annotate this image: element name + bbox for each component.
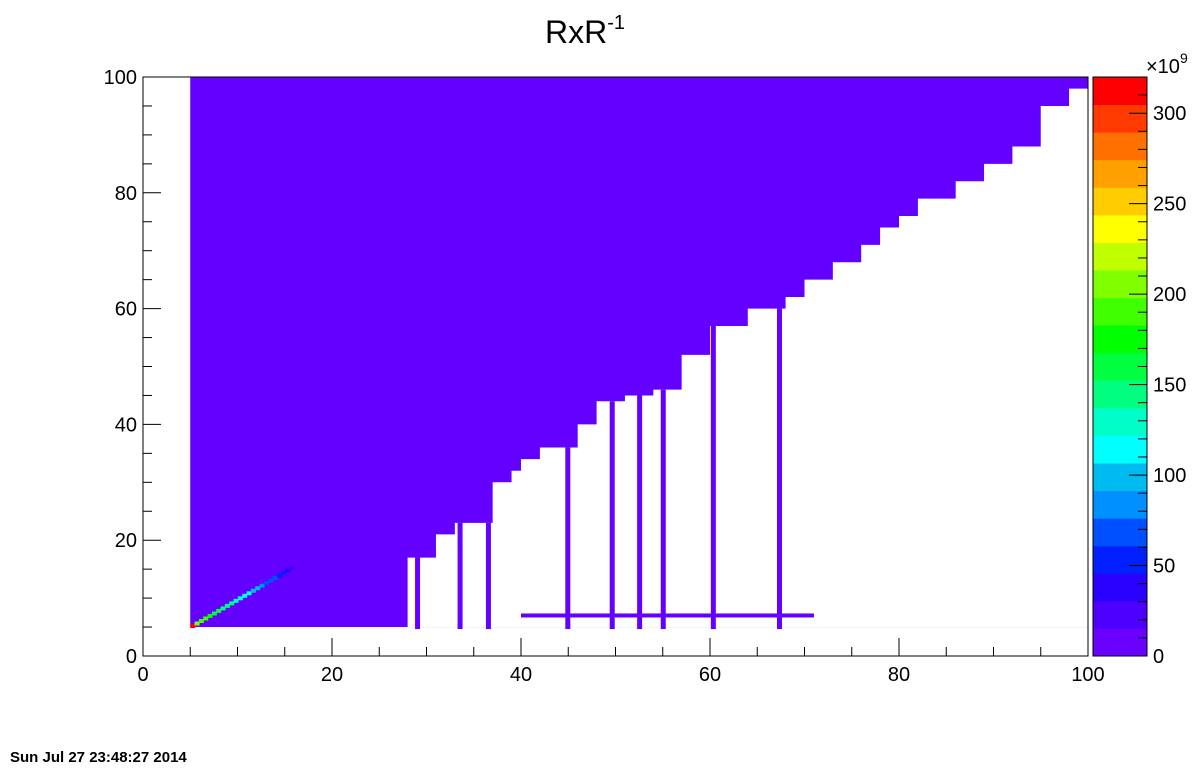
colorbar-swatch [1093,297,1147,326]
x-axis-tick-label: 80 [888,664,910,686]
heatmap-diagonal-cell [268,578,274,583]
heatmap-stripe [776,308,782,630]
heatmap-empty-region [407,88,1089,628]
heatmap-diagonal-cell [229,601,235,606]
heatmap-stripe [660,389,666,630]
colorbar-swatch [1093,325,1147,354]
heatmap-stripe [565,447,571,630]
heatmap-diagonal-cell [233,598,239,603]
colorbar-swatch [1093,573,1147,602]
colorbar-tick-label: 250 [1153,194,1186,216]
colorbar-swatch [1093,600,1147,629]
heatmap-diagonal-cell [216,608,222,613]
y-axis-tick-label: 80 [115,183,137,205]
heatmap-diagonal-cell [220,606,226,611]
colorbar-swatch [1093,187,1147,216]
x-axis-tick-label: 40 [510,664,532,686]
heatmap-diagonal-cell [224,603,230,608]
heatmap-diagonal-cell [242,593,248,598]
heatmap-diagonal-cell [190,624,196,629]
heatmap-diagonal-cell [207,613,213,618]
colorbar-swatch [1093,545,1147,574]
y-axis-tick-label: 100 [104,67,137,89]
heatmap-diagonal-cell [211,611,217,616]
heatmap-diagonal-cell [289,566,295,571]
heatmap-diagonal-cell [255,586,261,591]
x-axis-tick-label: 0 [137,664,148,686]
colorbar-tick-label: 300 [1153,103,1186,125]
heatmap-horizontal-band [521,613,814,618]
colorbar-tick-label: 100 [1153,465,1186,487]
heatmap-diagonal-cell [281,571,287,576]
heatmap-stripe [415,557,421,630]
colorbar-exponent: ×109 [1146,50,1188,78]
colorbar-tick-label: 200 [1153,284,1186,306]
colorbar-swatch [1093,407,1147,436]
colorbar-tick-label: 150 [1153,375,1186,397]
heatmap-diagonal-cell [272,576,278,581]
y-axis-tick-label: 0 [126,646,137,668]
heatmap-diagonal-cell [259,583,265,588]
colorbar-swatch [1093,435,1147,464]
colorbar-tick-label: 0 [1153,646,1164,668]
heatmap-diagonal-cell [263,581,269,586]
heatmap-stripe [609,401,615,630]
y-axis-tick-label: 60 [115,299,137,321]
colorbar-swatch [1093,463,1147,492]
heatmap-diagonal-cell [203,616,209,621]
colorbar-swatch [1093,518,1147,547]
heatmap-stripe [710,325,716,630]
heatmap-diagonal-cell [198,619,204,624]
x-axis-tick-label: 100 [1071,664,1104,686]
heatmap-diagonal-cell [237,596,243,601]
y-axis-tick-label: 40 [115,414,137,436]
x-axis-tick-label: 20 [321,664,343,686]
colorbar-swatch [1093,159,1147,188]
heatmap-diagonal-cell [246,591,252,596]
colorbar-swatch [1093,490,1147,519]
colorbar-swatch [1093,270,1147,299]
heatmap-stripe [485,522,491,630]
colorbar-tick-label: 50 [1153,556,1175,578]
colorbar-swatch [1093,628,1147,657]
heatmap-stripe [637,395,643,630]
colorbar-swatch [1093,242,1147,271]
colorbar-swatch [1093,77,1147,106]
colorbar-swatch [1093,104,1147,133]
colorbar-swatch [1093,132,1147,161]
x-axis-tick-label: 60 [699,664,721,686]
heatmap-diagonal-cell [194,621,200,626]
heatmap-diagonal-cell [276,573,282,578]
heatmap-stripe [457,522,463,630]
timestamp: Sun Jul 27 23:48:27 2014 [10,749,187,766]
y-axis-tick-label: 20 [115,530,137,552]
chart-title: RxR-1 [545,12,625,50]
heatmap-diagonal-cell [285,568,291,573]
heatmap-diagonal-cell [250,588,256,593]
colorbar-swatch [1093,214,1147,243]
